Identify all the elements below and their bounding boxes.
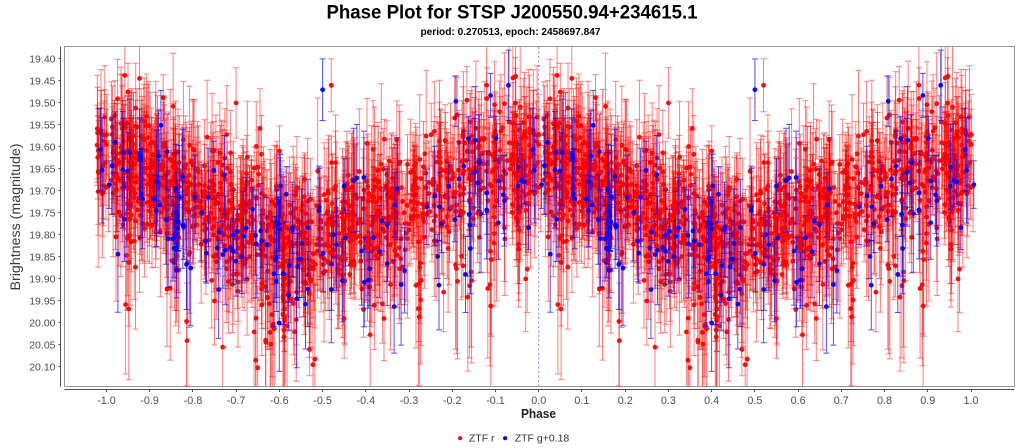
svg-text:ZTF r: ZTF r (469, 433, 495, 445)
svg-text:-0.9: -0.9 (140, 395, 159, 407)
svg-text:19.50: 19.50 (29, 98, 55, 110)
svg-text:19.80: 19.80 (29, 230, 55, 242)
svg-text:19.60: 19.60 (29, 142, 55, 154)
svg-text:20.10: 20.10 (29, 362, 55, 374)
svg-text:0.8: 0.8 (877, 395, 892, 407)
svg-text:19.40: 19.40 (29, 54, 55, 66)
svg-text:19.85: 19.85 (29, 252, 55, 264)
svg-text:19.90: 19.90 (29, 274, 55, 286)
svg-text:Brightness (magnitude): Brightness (magnitude) (8, 144, 23, 291)
svg-text:20.05: 20.05 (29, 340, 55, 352)
svg-text:19.70: 19.70 (29, 186, 55, 198)
svg-text:-0.6: -0.6 (270, 395, 289, 407)
svg-text:0.1: 0.1 (574, 395, 589, 407)
svg-text:0.3: 0.3 (661, 395, 676, 407)
svg-text:19.65: 19.65 (29, 164, 55, 176)
svg-text:20.00: 20.00 (29, 318, 55, 330)
svg-text:-1.0: -1.0 (97, 395, 116, 407)
svg-text:-0.5: -0.5 (313, 395, 332, 407)
svg-text:ZTF g+0.18: ZTF g+0.18 (515, 433, 570, 445)
svg-text:19.95: 19.95 (29, 296, 55, 308)
svg-text:-0.3: -0.3 (400, 395, 419, 407)
svg-text:-0.7: -0.7 (227, 395, 246, 407)
svg-text:Phase Plot for STSP J200550.94: Phase Plot for STSP J200550.94+234615.1 (327, 2, 698, 24)
svg-text:0.4: 0.4 (704, 395, 719, 407)
svg-text:0.5: 0.5 (747, 395, 762, 407)
svg-text:19.45: 19.45 (29, 76, 55, 88)
svg-text:0.0: 0.0 (531, 395, 546, 407)
svg-text:19.75: 19.75 (29, 208, 55, 220)
svg-text:-0.1: -0.1 (486, 395, 505, 407)
svg-text:period: 0.270513, epoch: 24586: period: 0.270513, epoch: 2458697.847 (421, 27, 601, 38)
svg-text:19.55: 19.55 (29, 120, 55, 132)
svg-text:Phase: Phase (521, 406, 556, 421)
svg-text:0.7: 0.7 (834, 395, 849, 407)
svg-text:0.9: 0.9 (920, 395, 935, 407)
svg-text:-0.4: -0.4 (356, 395, 375, 407)
svg-text:1.0: 1.0 (963, 395, 978, 407)
svg-text:0.6: 0.6 (791, 395, 806, 407)
svg-text:-0.8: -0.8 (184, 395, 203, 407)
svg-text:0.2: 0.2 (618, 395, 633, 407)
svg-text:-0.2: -0.2 (443, 395, 462, 407)
